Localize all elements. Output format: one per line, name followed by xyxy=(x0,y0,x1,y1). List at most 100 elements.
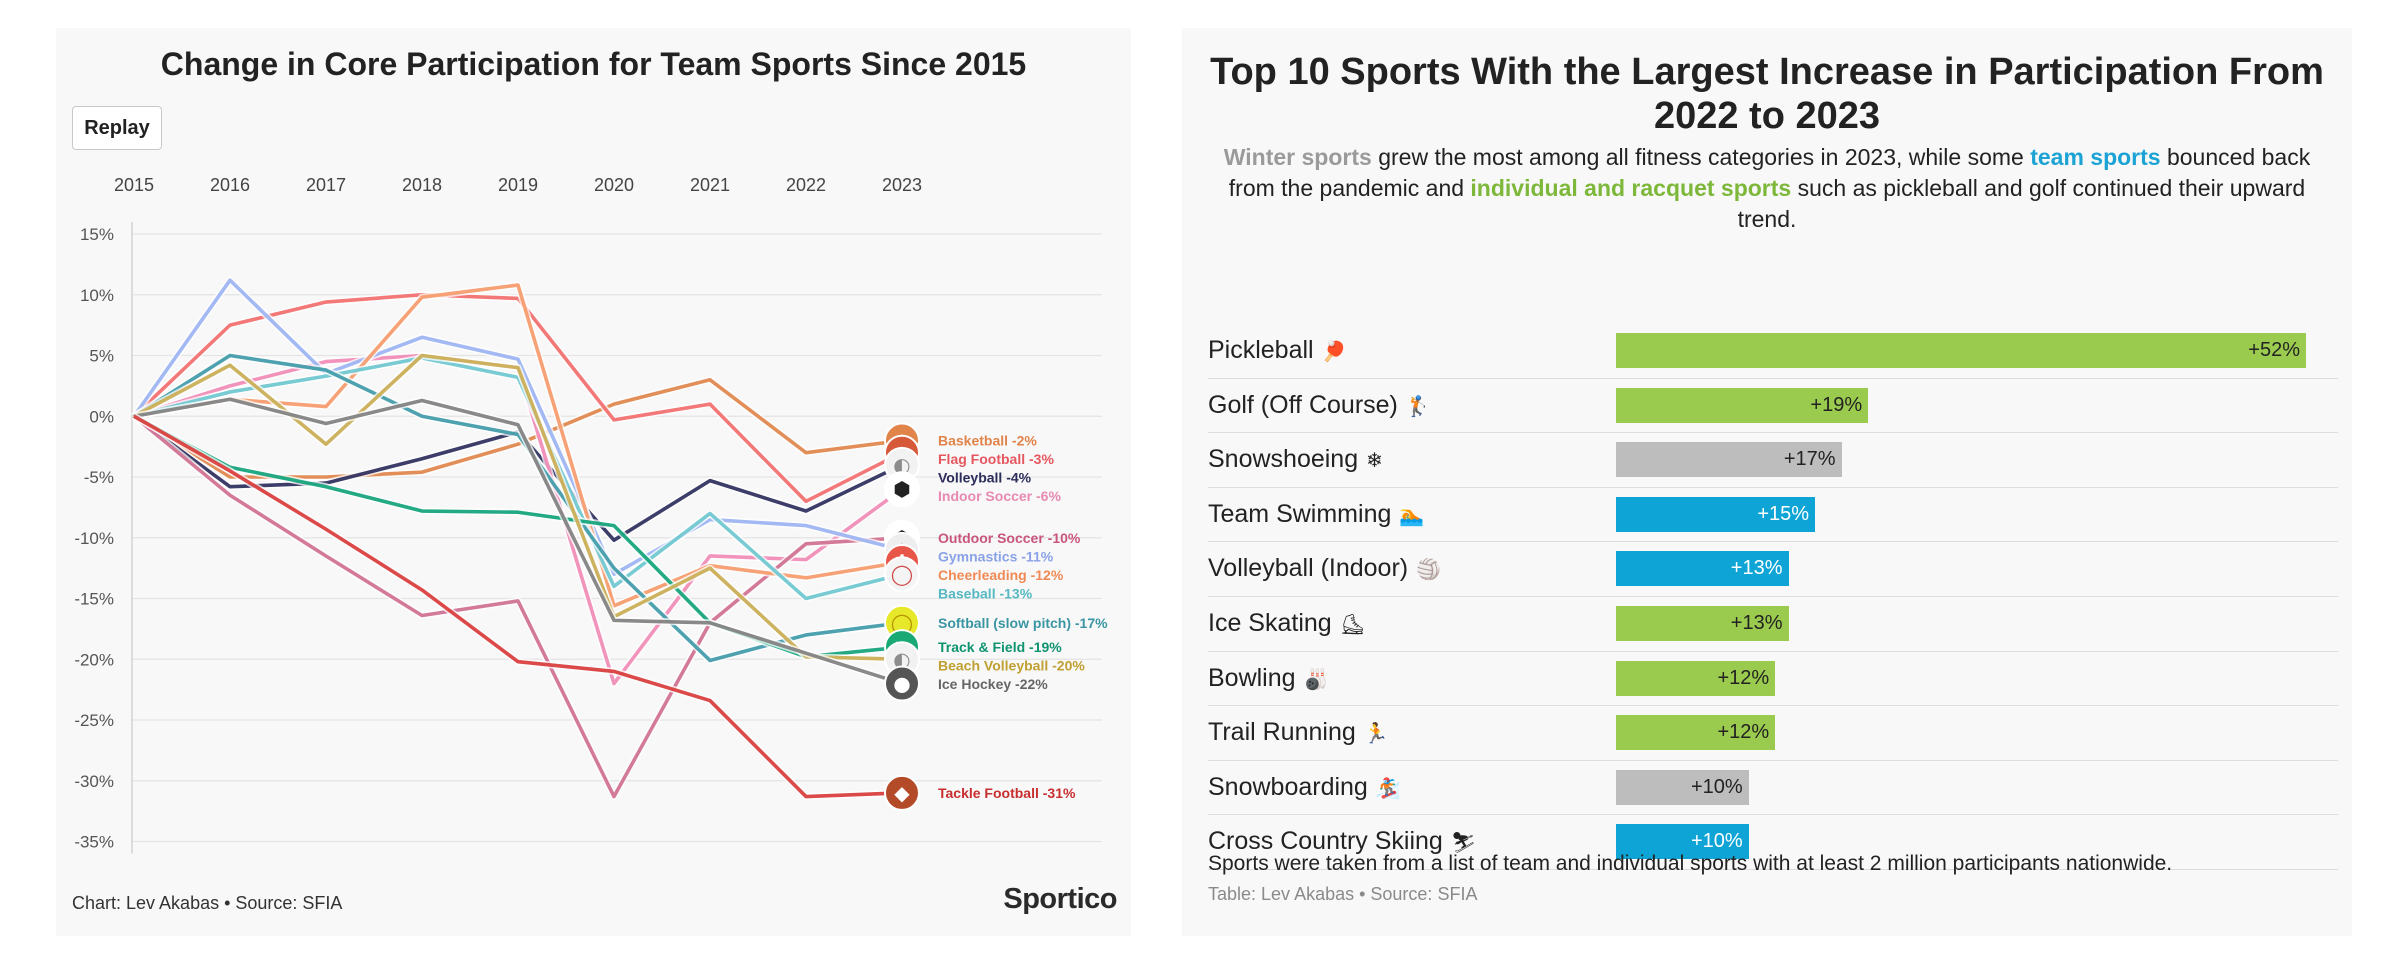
line-chart-panel: 15% 10% 5% 0% -5% -10% -15% -20% -25% -30% -35% 201… xyxy=(56,28,1131,936)
y-tick-label: -30% xyxy=(74,772,114,791)
baseball-icon xyxy=(884,556,920,593)
value-label: +12% xyxy=(1717,721,1770,744)
sport-name: Pickleball xyxy=(1208,336,1314,364)
line-chart-title: Change in Core Participation for Team Sp… xyxy=(160,46,1027,82)
x-tick-label: 2022 xyxy=(786,175,826,195)
x-tick-label: 2018 xyxy=(402,175,442,195)
sport-label: Cross Country Skiing ⛷ xyxy=(1208,815,1476,870)
sport-name: Ice Skating xyxy=(1208,608,1332,637)
sport-name: Bowling xyxy=(1208,663,1296,692)
series-end-label: Basketball -2% xyxy=(938,433,1037,449)
football-icon xyxy=(884,774,920,811)
series-end-label: Ice Hockey -22% xyxy=(938,676,1048,692)
soccer-ball-icon xyxy=(884,471,920,508)
y-tick-label: 10% xyxy=(80,286,114,305)
value-bar: +15% xyxy=(1616,496,1816,532)
skier-icon: ⛷ xyxy=(1450,832,1477,855)
football-icon-glyph: ◆ xyxy=(894,781,910,805)
series-line-halo xyxy=(132,413,903,661)
ice-hockey-icon xyxy=(884,665,920,702)
series-end-label: Volleyball -4% xyxy=(938,470,1032,486)
table-row: Snowshoeing ❄ +17% xyxy=(1208,433,2338,488)
x-tick-label: 2017 xyxy=(306,175,346,195)
bowling-icon: 🎳 xyxy=(1303,668,1329,691)
table-row: Ice Skating ⛸ +13% xyxy=(1208,597,2338,652)
subtitle-text-2: bounced back from the pandemic and xyxy=(1228,144,2311,201)
sport-label: Trail Running 🏃 xyxy=(1208,706,1389,761)
y-tick-label: -20% xyxy=(74,650,114,669)
value-label: +10% xyxy=(1690,830,1743,853)
soccer-ball-icon-glyph: ⬢ xyxy=(893,477,910,501)
sport-name: Team Swimming xyxy=(1208,499,1392,528)
series-line xyxy=(133,397,903,686)
sport-name: Golf (Off Course) xyxy=(1208,390,1398,419)
x-tick-label: 2020 xyxy=(594,175,634,195)
series-end-label: Gymnastics -11% xyxy=(938,548,1054,564)
sport-name: Snowshoeing xyxy=(1208,445,1359,474)
value-bar: +13% xyxy=(1616,605,1789,641)
ice-hockey-icon-glyph: ● xyxy=(893,672,910,696)
series-line xyxy=(132,292,903,504)
table-row: Golf (Off Course) 🏌 +19% xyxy=(1208,379,2338,434)
value-bar: +12% xyxy=(1616,715,1776,751)
table-row: Team Swimming 🏊 +15% xyxy=(1208,488,2338,543)
table-row: Cross Country Skiing ⛷ +10% xyxy=(1208,815,2338,870)
golfer-icon: 🏌 xyxy=(1405,395,1431,418)
y-tick-label: 15% xyxy=(80,225,114,244)
snowboarder-icon: 🏂 xyxy=(1375,777,1401,800)
x-tick-label: 2019 xyxy=(498,175,538,195)
subtitle-individual-highlight: individual and racquet sports xyxy=(1470,175,1792,201)
series-end-label: Cheerleading -12% xyxy=(938,567,1064,583)
replay-button[interactable]: Replay xyxy=(72,106,162,150)
runner-icon: 🏃 xyxy=(1363,723,1389,746)
table-row: Trail Running 🏃 +12% xyxy=(1208,706,2338,761)
table-row: Snowboarding 🏂 +10% xyxy=(1208,761,2338,816)
volleyball-icon: 🏐 xyxy=(1416,559,1442,582)
softball-icon-glyph: ◯ xyxy=(891,611,913,635)
value-label: +52% xyxy=(2248,339,2300,361)
sport-label: Snowboarding 🏂 xyxy=(1208,761,1401,816)
series-end-label: Indoor Soccer -6% xyxy=(938,488,1061,504)
value-label: +10% xyxy=(1690,775,1743,798)
swimmer-icon: 🏊 xyxy=(1399,504,1425,527)
bar-table-note: Sports were taken from a list of team an… xyxy=(1208,852,2173,875)
value-label: +13% xyxy=(1730,611,1783,634)
y-tick-label: -5% xyxy=(84,468,114,487)
x-tick-label: 2016 xyxy=(210,175,250,195)
y-tick-label: -15% xyxy=(74,590,114,609)
y-tick-label: 5% xyxy=(89,347,114,366)
series-end-label: Track & Field -19% xyxy=(938,639,1062,655)
y-tick-label: 0% xyxy=(89,407,114,426)
value-bar: +10% xyxy=(1616,824,1749,860)
sport-name: Cross Country Skiing xyxy=(1208,827,1443,856)
baseball-icon-glyph: ◯ xyxy=(891,562,913,586)
value-label: +19% xyxy=(1810,393,1863,416)
bar-table-subtitle: Winter sports grew the most among all fi… xyxy=(1222,142,2312,235)
value-bar: +17% xyxy=(1616,442,1842,478)
line-chart: 15% 10% 5% 0% -5% -10% -15% -20% -25% -30% -35% 201… xyxy=(74,175,1108,854)
series-end-label: Baseball -13% xyxy=(938,585,1033,601)
sport-label: Bowling 🎳 xyxy=(1208,652,1328,707)
y-tick-label: -25% xyxy=(74,711,114,730)
series-end-label: Outdoor Soccer -10% xyxy=(938,530,1081,546)
sport-name: Trail Running xyxy=(1208,718,1356,747)
table-row: Volleyball (Indoor) 🏐 +13% xyxy=(1208,542,2338,597)
series-end-label: Flag Football -3% xyxy=(938,451,1054,467)
sportico-logo: Sportico xyxy=(1003,883,1117,915)
bar-table-panel: Top 10 Sports With the Largest Increase … xyxy=(1182,28,2352,936)
sport-name: Snowboarding xyxy=(1208,772,1368,801)
subtitle-text-1: grew the most among all fitness categori… xyxy=(1371,144,2031,170)
value-bar: +52% xyxy=(1616,333,2306,368)
value-bar: +13% xyxy=(1616,551,1789,587)
ice-skate-icon: ⛸ xyxy=(1339,613,1366,636)
pickleball-paddle-icon: 🏓 xyxy=(1321,341,1347,363)
value-bar: +10% xyxy=(1616,769,1749,805)
value-label: +15% xyxy=(1757,502,1810,525)
subtitle-winter-highlight: Winter sports xyxy=(1223,144,1372,170)
sport-label: Team Swimming 🏊 xyxy=(1208,488,1424,543)
sport-label: Golf (Off Course) 🏌 xyxy=(1208,379,1431,434)
series-line xyxy=(133,353,903,662)
chart-source-credit: Chart: Lev Akabas • Source: SFIA xyxy=(72,893,343,913)
table-row: Pickleball 🏓 +52% xyxy=(1208,324,2338,379)
series-end-label: Softball (slow pitch) -17% xyxy=(938,615,1108,631)
